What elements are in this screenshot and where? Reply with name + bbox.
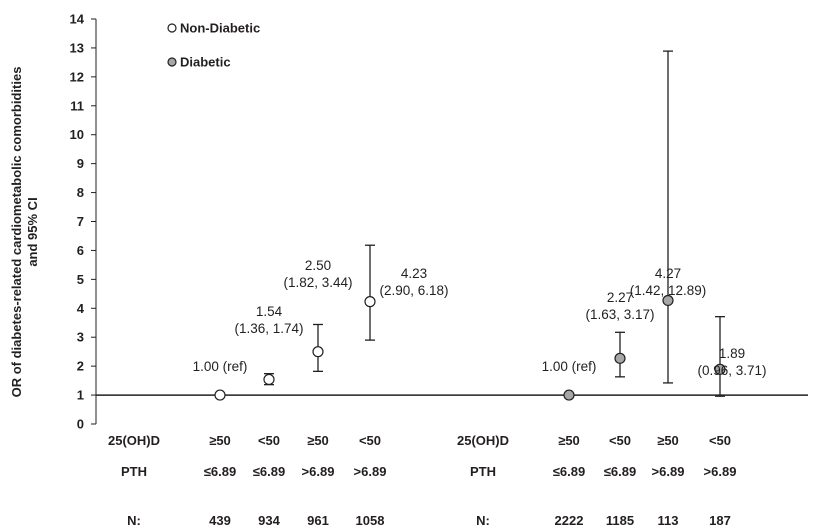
category-n: 113 xyxy=(658,513,679,528)
legend-label: Diabetic xyxy=(180,55,231,70)
y-tick-label: 13 xyxy=(70,40,84,55)
category-pth: ≤6.89 xyxy=(553,464,585,479)
data-label-ci: (1.82, 3.44) xyxy=(283,275,352,290)
y-tick-label: 14 xyxy=(70,12,85,27)
y-tick-label: 0 xyxy=(77,417,84,432)
category-pth: >6.89 xyxy=(704,464,737,479)
legend-marker xyxy=(167,23,177,33)
category-n: 439 xyxy=(209,513,231,528)
legend-label: Non-Diabetic xyxy=(180,21,260,36)
row-label-pth: PTH xyxy=(470,464,496,479)
data-label-or: 2.50 xyxy=(305,258,331,273)
data-label-or: 4.27 xyxy=(655,266,681,281)
category-n: 187 xyxy=(709,513,731,528)
y-tick-label: 1 xyxy=(77,388,84,403)
y-tick-label: 12 xyxy=(70,69,84,84)
point-diabetic xyxy=(662,294,674,307)
category-vitd: <50 xyxy=(709,433,731,448)
y-tick-label: 9 xyxy=(77,156,84,171)
y-tick-label: 8 xyxy=(77,185,84,200)
category-vitd: ≥50 xyxy=(558,433,580,448)
category-n: 961 xyxy=(307,513,329,528)
y-tick-label: 5 xyxy=(77,272,84,287)
data-label-ci: (2.90, 6.18) xyxy=(379,283,448,298)
data-label-ci: (1.42, 12.89) xyxy=(630,283,707,298)
data-label-or: 1.00 (ref) xyxy=(193,359,248,374)
row-label-n: N: xyxy=(127,513,141,528)
chart-marks: 1.00 (ref) 1.54 (1.36, 1.74) 2.50 (1.82, 3.4… xyxy=(193,50,767,401)
category-vitd: ≥50 xyxy=(657,433,679,448)
y-tick-label: 2 xyxy=(77,359,84,374)
row-label-vitd: 25(OH)D xyxy=(457,433,509,448)
point-diabetic xyxy=(563,389,575,401)
legend: Non-Diabetic Diabetic xyxy=(167,21,260,70)
category-vitd: <50 xyxy=(258,433,280,448)
category-n: 1185 xyxy=(606,513,634,528)
data-label-or: 1.89 xyxy=(719,346,745,361)
point-diabetic xyxy=(714,363,726,375)
point-non-diabetic xyxy=(214,389,226,401)
y-tick-label: 11 xyxy=(70,98,84,113)
data-label-or: 1.54 xyxy=(256,304,283,319)
data-label-or: 2.27 xyxy=(607,290,633,305)
y-axis-title: OR of diabetes-related cardiometabolic c… xyxy=(9,67,40,398)
y-tick-label: 10 xyxy=(70,127,84,142)
data-label-ci: (1.63, 3.17) xyxy=(585,307,654,322)
category-pth: >6.89 xyxy=(302,464,335,479)
y-tick-label: 3 xyxy=(77,330,84,345)
y-tick-label: 7 xyxy=(77,214,84,229)
data-label-ci: (1.36, 1.74) xyxy=(234,321,303,336)
row-label-n: N: xyxy=(476,513,490,528)
point-diabetic xyxy=(614,352,626,364)
data-label-or: 4.23 xyxy=(401,266,427,281)
category-pth: ≤6.89 xyxy=(604,464,636,479)
point-non-diabetic xyxy=(312,346,324,358)
data-label-ci: (0.96, 3.71) xyxy=(697,363,766,378)
y-tick-label: 6 xyxy=(77,243,84,258)
point-non-diabetic xyxy=(364,296,376,308)
category-table: ≥50 ≤6.89 439 <50 ≤6.89 934 ≥50 >6.89 961 <50 >6.8… xyxy=(108,433,736,528)
point-non-diabetic xyxy=(263,373,275,386)
category-n: 1058 xyxy=(356,513,385,528)
y-axis-title-line1: OR of diabetes-related cardiometabolic c… xyxy=(9,67,24,398)
row-label-pth: PTH xyxy=(121,464,147,479)
category-vitd: <50 xyxy=(359,433,381,448)
category-pth: ≤6.89 xyxy=(204,464,236,479)
y-tick-label: 4 xyxy=(77,301,85,316)
category-vitd: ≥50 xyxy=(307,433,329,448)
category-pth: ≤6.89 xyxy=(253,464,285,479)
y-axis-title-line2: and 95% CI xyxy=(25,197,40,266)
category-n: 934 xyxy=(258,513,280,528)
data-label-or: 1.00 (ref) xyxy=(542,359,597,374)
category-pth: >6.89 xyxy=(652,464,685,479)
category-pth: >6.89 xyxy=(354,464,387,479)
category-vitd: ≥50 xyxy=(209,433,231,448)
legend-marker xyxy=(167,57,177,67)
category-vitd: <50 xyxy=(609,433,631,448)
category-n: 2222 xyxy=(555,513,584,528)
row-label-vitd: 25(OH)D xyxy=(108,433,160,448)
